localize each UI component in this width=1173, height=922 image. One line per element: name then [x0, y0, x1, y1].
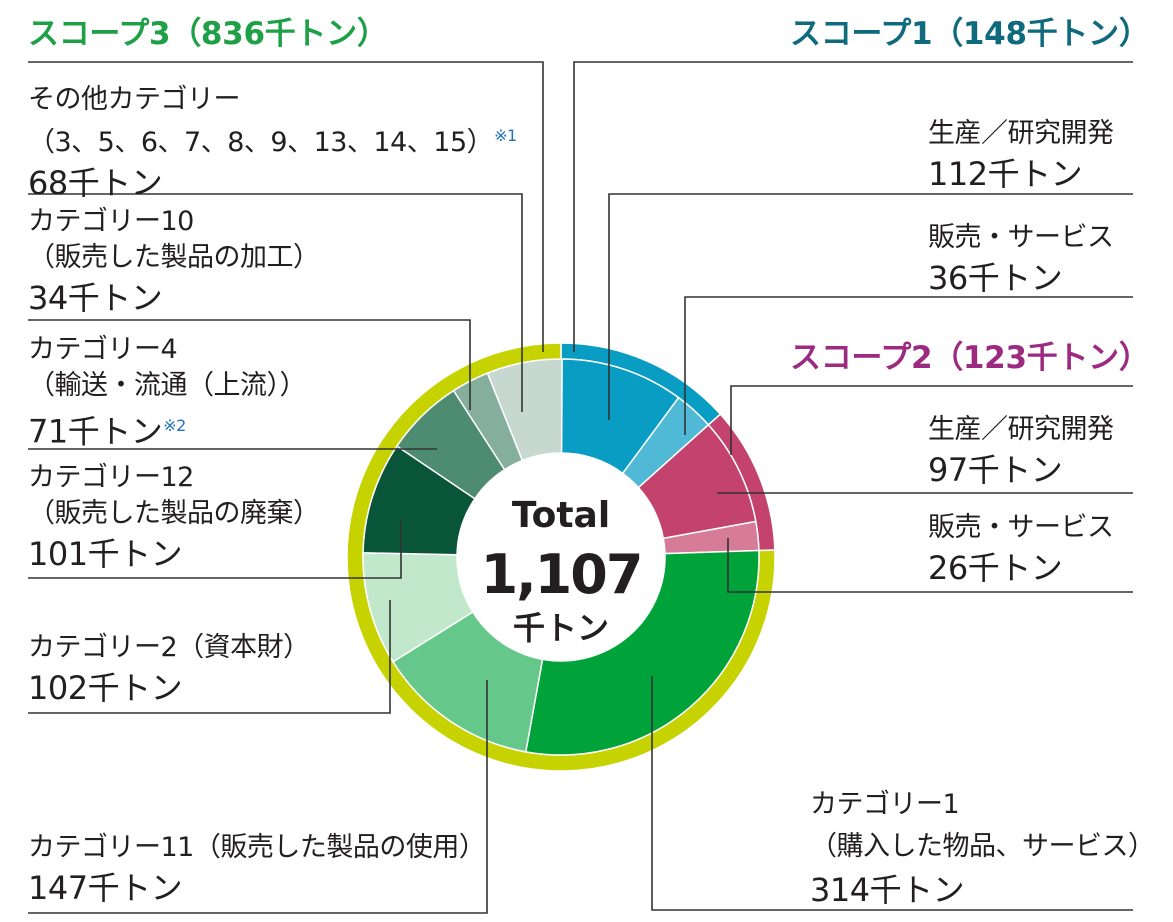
label-cat11: カテゴリー11（販売した製品の使用） 147千トン [28, 830, 486, 910]
label-other-value: 68千トン [28, 164, 163, 202]
label-scope1-production: 生産／研究開発 112千トン [928, 116, 1114, 196]
label-cat4-line1: カテゴリー4 [28, 334, 178, 365]
label-cat12-value: 101千トン [28, 535, 183, 573]
label-other-line2: （3、5、6、7、8、9、13、14、15）※1 [28, 126, 517, 158]
label-scope1-sales: 販売・サービス 36千トン [928, 220, 1114, 300]
label-s2-sales-line1: 販売・サービス [928, 512, 1114, 543]
leader-line-6 [28, 600, 391, 714]
label-s1-prod-value: 112千トン [928, 155, 1083, 193]
label-cat12-line1: カテゴリー12 [28, 462, 194, 493]
label-s1-prod-line1: 生産／研究開発 [928, 118, 1114, 149]
label-cat1: カテゴリー1 （購入した物品、サービス） 314千トン [810, 784, 1155, 912]
label-scope2-production: 生産／研究開発 97千トン [928, 412, 1114, 492]
label-cat10-line1: カテゴリー10 [28, 206, 194, 237]
label-cat11-value: 147千トン [28, 869, 183, 907]
leader-line-1 [28, 61, 544, 352]
label-s1-sales-line1: 販売・サービス [928, 222, 1114, 253]
note-1: ※1 [494, 126, 517, 145]
label-cat10-value: 34千トン [28, 279, 163, 317]
scope1-title: スコープ1（148千トン） [790, 16, 1150, 52]
label-cat12-line2: （販売した製品の廃棄） [28, 498, 320, 529]
label-other-line1: その他カテゴリー [28, 84, 240, 115]
label-cat1-line1: カテゴリー1 [810, 789, 960, 820]
label-cat2-line1: カテゴリー2（資本財） [28, 632, 310, 663]
leader-line-9 [608, 193, 1133, 420]
label-scope2-sales: 販売・サービス 26千トン [928, 510, 1114, 590]
label-s2-prod-value: 97千トン [928, 451, 1063, 489]
leader-line-3 [28, 319, 471, 410]
center-total-title: Total [511, 495, 611, 536]
label-cat2-value: 102千トン [28, 669, 183, 707]
leader-line-8 [573, 61, 1133, 352]
center-total-unit: 千トン [512, 609, 609, 647]
center-total-value: 1,107 [480, 543, 644, 606]
leader-line-7 [28, 680, 488, 914]
donut-hole [457, 453, 665, 661]
label-cat11-line1: カテゴリー11（販売した製品の使用） [28, 832, 486, 863]
label-cat4-value: 71千トン※2 [28, 412, 186, 451]
leader-line-2 [28, 193, 523, 412]
leader-line-11 [730, 385, 1133, 455]
label-cat4-line2: （輸送・流通（上流）） [28, 370, 307, 401]
label-cat10: カテゴリー10 （販売した製品の加工） 34千トン [28, 204, 320, 320]
scope2-title: スコープ2（123千トン） [790, 340, 1150, 376]
label-cat2: カテゴリー2（資本財） 102千トン [28, 630, 310, 710]
label-cat1-value: 314千トン [810, 871, 965, 909]
leader-line-10 [684, 296, 1133, 435]
leader-line-5 [28, 520, 402, 579]
label-s1-sales-value: 36千トン [928, 259, 1063, 297]
note-2: ※2 [163, 416, 186, 435]
scope3-title: スコープ3（836千トン） [28, 16, 388, 52]
label-cat1-line2: （購入した物品、サービス） [810, 831, 1155, 862]
label-cat4: カテゴリー4 （輸送・流通（上流）） 71千トン※2 [28, 332, 307, 454]
label-cat12: カテゴリー12 （販売した製品の廃棄） 101千トン [28, 460, 320, 576]
label-cat10-line2: （販売した製品の加工） [28, 242, 320, 273]
leader-line-14 [651, 676, 1133, 911]
label-s2-sales-value: 26千トン [928, 549, 1063, 587]
label-s2-prod-line1: 生産／研究開発 [928, 414, 1114, 445]
label-other-categories: その他カテゴリー （3、5、6、7、8、9、13、14、15）※1 68千トン [28, 82, 517, 205]
leader-line-13 [727, 538, 1133, 593]
